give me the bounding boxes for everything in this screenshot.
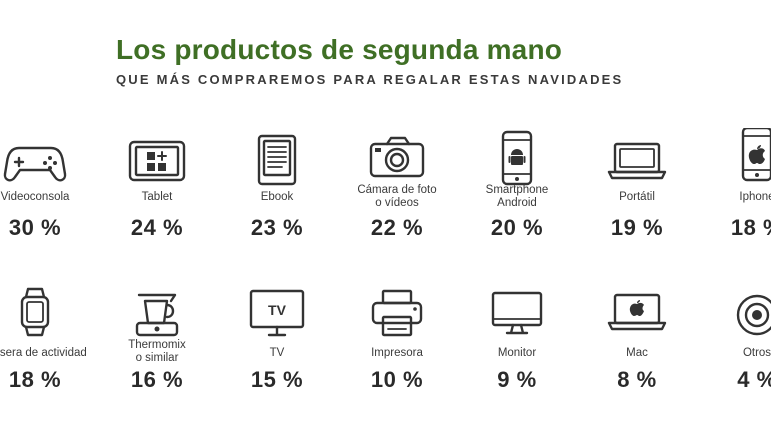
category-value: 15 % — [250, 367, 304, 392]
iphone-icon — [741, 128, 771, 182]
printer-icon — [371, 289, 423, 337]
category-value: 9 % — [497, 367, 537, 392]
category-otros: Otros 4 % — [695, 283, 771, 413]
category-label: Portátil — [619, 191, 655, 203]
category-mac: Mac 8 % — [575, 283, 699, 413]
category-label: Videoconsola — [0, 191, 70, 203]
category-value: 23 % — [250, 215, 304, 240]
smartwatch-icon — [20, 287, 50, 337]
category-thermomix: Thermomix o similar 16 % — [95, 283, 219, 413]
category-label: Otros — [742, 347, 771, 359]
category-impresora: Impresora 10 % — [335, 283, 459, 413]
gamepad-icon — [3, 146, 67, 182]
category-ebook: Ebook 23 % — [215, 128, 339, 258]
category-label: Iphone — [739, 191, 771, 203]
android-phone-icon — [501, 130, 533, 186]
category-value: 30 % — [8, 215, 62, 240]
chart-title: Los productos de segunda mano — [116, 34, 563, 65]
category-value: 19 % — [610, 215, 664, 240]
camera-icon — [369, 136, 425, 178]
category-label: Monitor — [497, 347, 537, 359]
category-value: 16 % — [130, 367, 184, 392]
category-value: 10 % — [370, 367, 424, 392]
laptop-icon — [607, 142, 667, 180]
ebook-icon — [257, 134, 297, 186]
tv-icon-text: TV — [268, 302, 287, 318]
category-label: Thermomix o similar — [128, 339, 186, 364]
category-label: TV — [269, 347, 285, 359]
category-label: Ebook — [260, 191, 294, 203]
category-label: Impresora — [371, 347, 423, 359]
category-pulsera-de-actividad: Pulsera de actividad 18 % — [0, 283, 97, 413]
category-value: 4 % — [737, 367, 771, 392]
category-value: 24 % — [130, 215, 184, 240]
category-value: 22 % — [370, 215, 424, 240]
category-camara: Cámara de foto o vídeos 22 % — [335, 128, 459, 258]
chart-subtitle: QUE MÁS COMPRAREMOS PARA REGALAR ESTAS N… — [116, 72, 624, 87]
category-monitor: Monitor 9 % — [455, 283, 579, 413]
category-iphone: Iphone 18 % — [695, 128, 771, 258]
category-label: Tablet — [141, 191, 173, 203]
category-tv: TV TV 15 % — [215, 283, 339, 413]
category-label: Cámara de foto o vídeos — [357, 184, 437, 209]
other-circle-icon — [736, 294, 771, 336]
tablet-icon — [128, 140, 186, 182]
mac-laptop-icon — [607, 293, 667, 331]
food-processor-icon — [135, 293, 179, 337]
category-portatil: Portátil 19 % — [575, 128, 699, 258]
category-smartphone-android: Smartphone Android 20 % — [455, 128, 579, 258]
category-value: 18 % — [730, 215, 771, 240]
category-tablet: Tablet 24 % — [95, 128, 219, 258]
category-label: Smartphone Android — [485, 184, 549, 209]
category-label: Pulsera de actividad — [0, 347, 87, 359]
category-value: 20 % — [490, 215, 544, 240]
category-value: 8 % — [617, 367, 657, 392]
category-label: Mac — [626, 347, 648, 359]
category-videoconsola: Videoconsola 30 % — [0, 128, 97, 258]
monitor-icon — [491, 291, 543, 335]
tv-icon: TV — [249, 289, 305, 337]
category-value: 18 % — [8, 367, 62, 392]
